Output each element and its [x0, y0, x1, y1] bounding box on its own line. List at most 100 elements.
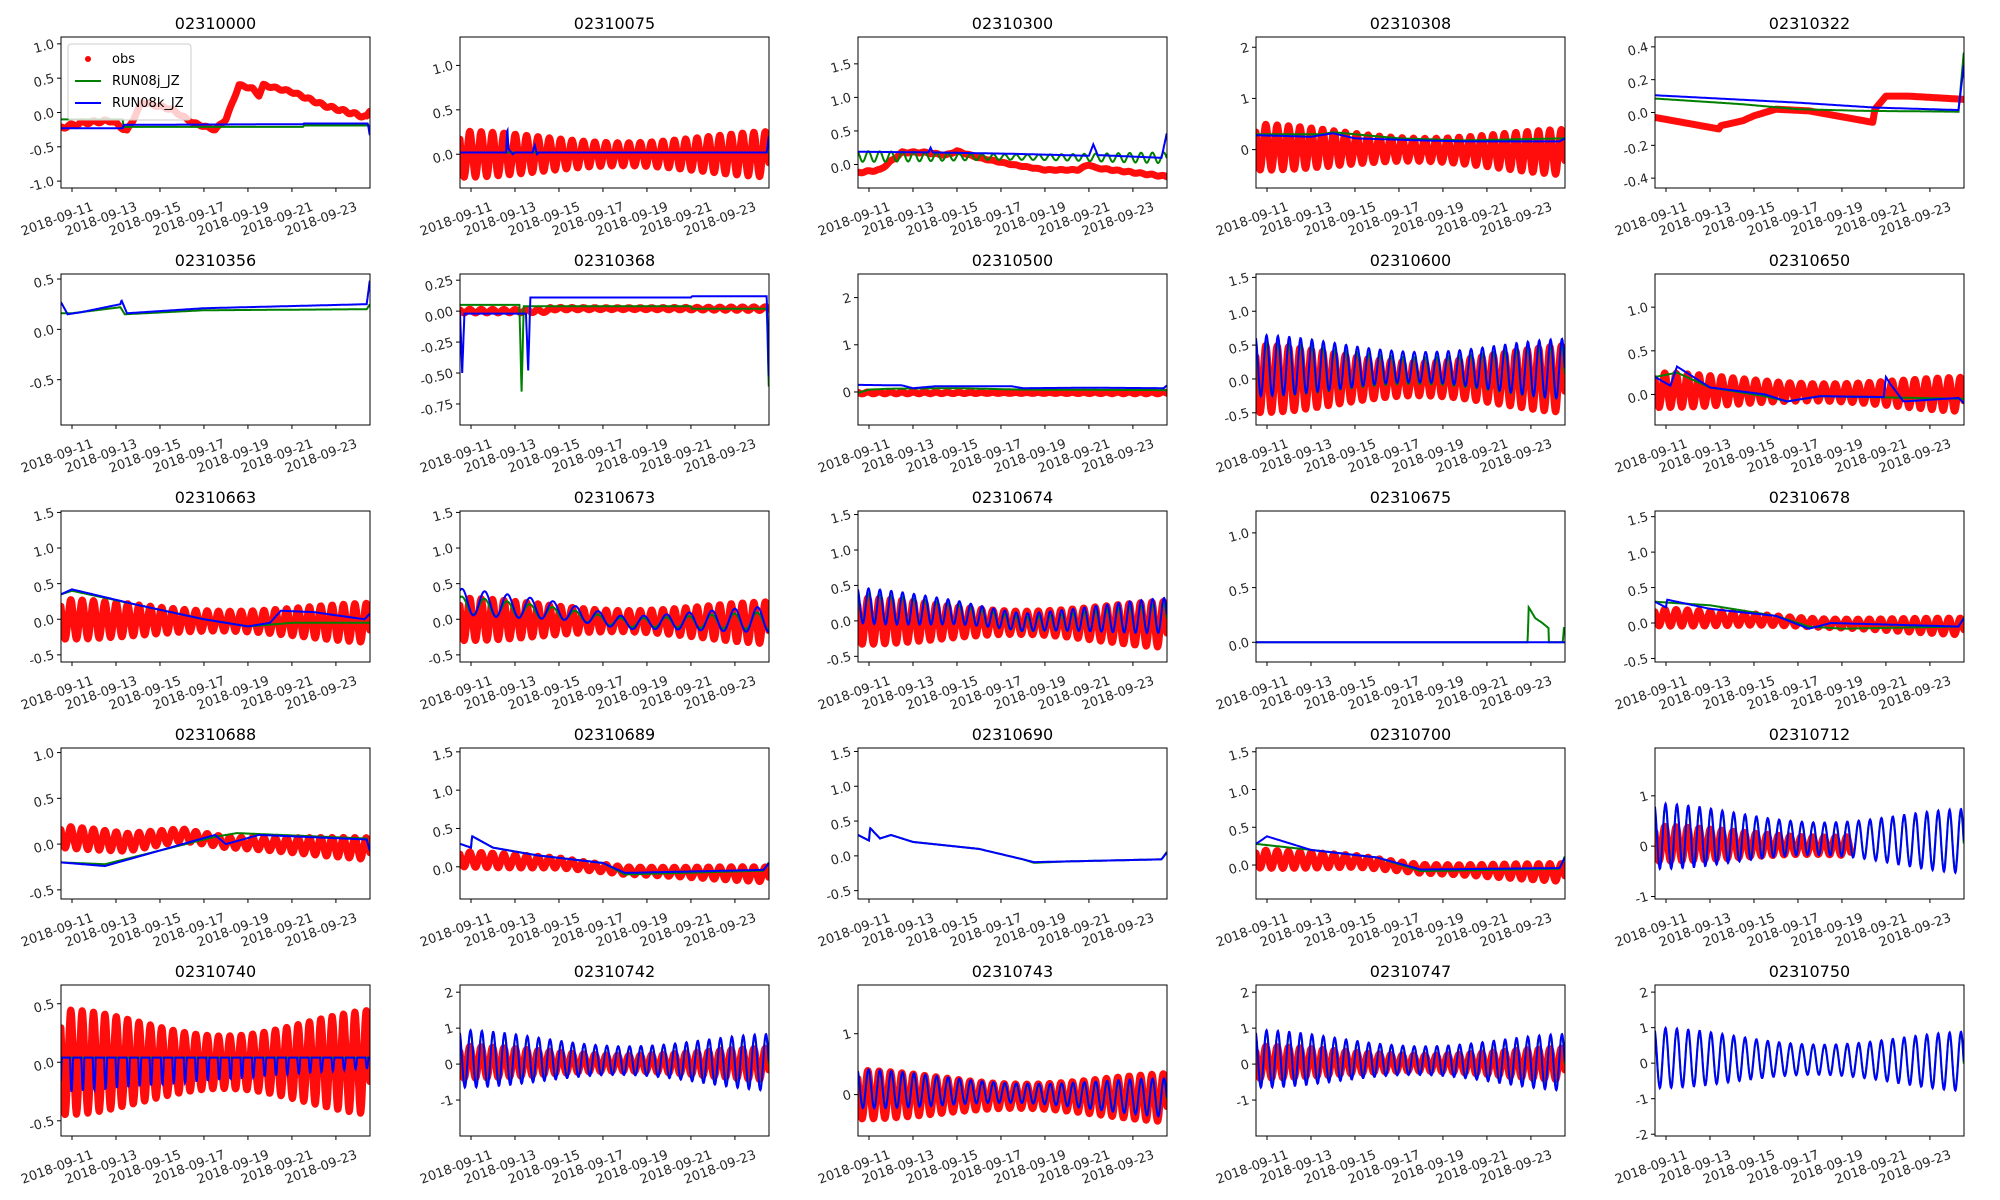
axes-frame — [60, 273, 371, 426]
plot-area — [460, 834, 769, 886]
series-run08k-jz — [858, 586, 1167, 635]
axes-frame — [857, 747, 1168, 900]
y-tick-label: 0.5 — [32, 71, 56, 91]
y-tick-label: 0.0 — [829, 614, 853, 634]
panel-02310673: 023106731.51.00.50.0-0.52018-09-112018-0… — [418, 488, 770, 714]
axes-frame — [459, 273, 770, 426]
panel-02310747: 02310747210-12018-09-112018-09-132018-09… — [1214, 962, 1566, 1188]
y-tick-label: 0 — [1638, 1056, 1650, 1073]
legend-marker-obs — [85, 56, 91, 62]
panel-02310674: 023106741.51.00.50.0-0.52018-09-112018-0… — [816, 488, 1168, 714]
y-tick-label: 0 — [1239, 143, 1251, 160]
panel-title: 02310678 — [1769, 488, 1850, 507]
y-tick-label: 0.5 — [431, 103, 455, 123]
y-tick-label: 1.5 — [32, 506, 56, 526]
y-tick-label: 1 — [841, 338, 853, 355]
plot-area — [1256, 120, 1565, 178]
series-run08k-jz — [1256, 1028, 1565, 1092]
y-tick-label: 1.0 — [431, 541, 455, 561]
y-tick-label: -0.2 — [1622, 139, 1650, 160]
y-tick-label: 0.2 — [1626, 73, 1650, 93]
y-tick-label: 0.5 — [431, 822, 455, 842]
panel-02310675: 023106751.00.50.02018-09-112018-09-13201… — [1214, 488, 1566, 714]
y-tick-label: 1.0 — [829, 543, 853, 563]
y-tick-label: -1 — [439, 1093, 455, 1111]
y-tick-label: 1.0 — [431, 783, 455, 803]
y-tick-label: 2 — [1239, 985, 1251, 1002]
axes-frame — [1255, 273, 1566, 426]
y-tick-label: 1 — [1638, 1021, 1650, 1038]
plot-area — [858, 586, 1167, 651]
axes-frame — [1654, 510, 1965, 663]
y-tick-label: 1 — [1239, 1021, 1251, 1038]
y-tick-label: -0.5 — [825, 650, 853, 671]
panel-02310663: 023106631.51.00.50.0-0.52018-09-112018-0… — [19, 488, 371, 714]
panel-02310690: 023106901.51.00.50.0-0.52018-09-112018-0… — [816, 725, 1168, 951]
series-run08k-jz — [61, 280, 370, 316]
axes-frame — [857, 510, 1168, 663]
y-tick-label: 0.5 — [829, 124, 853, 144]
axes-frame — [857, 36, 1168, 189]
y-tick-label: -0.5 — [28, 1114, 56, 1135]
axes-frame — [1255, 510, 1566, 663]
panel-title: 02310356 — [175, 251, 256, 270]
y-tick-label: -1 — [1634, 1092, 1650, 1110]
panel-title: 02310000 — [175, 14, 256, 33]
panel-title: 02310663 — [175, 488, 256, 507]
y-tick-label: 0.0 — [1227, 858, 1251, 878]
y-tick-label: 0 — [1638, 839, 1650, 856]
y-tick-label: 2 — [1239, 40, 1251, 57]
y-tick-label: 0.0 — [32, 106, 56, 126]
y-tick-label: -1 — [1235, 1093, 1251, 1111]
plot-area — [858, 826, 1167, 864]
series-run08k-jz — [61, 588, 370, 628]
series-run08k-jz — [61, 1056, 370, 1094]
panel-title: 02310600 — [1370, 251, 1451, 270]
plot-area — [460, 126, 769, 181]
axes-frame — [60, 510, 371, 663]
y-tick-label: 1.5 — [829, 508, 853, 528]
axes-frame — [60, 984, 371, 1137]
series-run08k-jz — [460, 587, 769, 633]
series-run08k-jz — [460, 295, 769, 377]
series-run08k-jz — [1256, 132, 1565, 143]
series-obs — [1256, 120, 1565, 178]
panel-title: 02310688 — [175, 725, 256, 744]
y-tick-label: 0.0 — [1227, 372, 1251, 392]
plot-area — [1655, 52, 1964, 133]
plot-area — [858, 383, 1167, 398]
panel-title: 02310500 — [972, 251, 1053, 270]
panel-02310000: 023100001.00.50.0-0.5-1.02018-09-112018-… — [19, 14, 371, 240]
y-tick-label: -1 — [1634, 890, 1650, 908]
axes-frame — [857, 984, 1168, 1137]
y-tick-label: 0.0 — [32, 613, 56, 633]
panel-02310712: 0231071210-12018-09-112018-09-132018-09-… — [1613, 725, 1965, 951]
y-tick-label: -0.25 — [419, 335, 455, 358]
y-tick-label: -0.5 — [427, 648, 455, 669]
panel-02310308: 023103082102018-09-112018-09-132018-09-1… — [1214, 14, 1566, 240]
y-tick-label: 0.5 — [1227, 821, 1251, 841]
series-run08k-jz — [858, 133, 1167, 159]
panel-02310075: 023100751.00.50.02018-09-112018-09-13201… — [418, 14, 770, 240]
axes-frame — [1255, 984, 1566, 1137]
panel-title: 02310690 — [972, 725, 1053, 744]
panel-title: 02310075 — [574, 14, 655, 33]
panel-02310678: 023106781.51.00.50.0-0.52018-09-112018-0… — [1613, 488, 1965, 714]
panel-02310750: 02310750210-1-22018-09-112018-09-132018-… — [1613, 962, 1965, 1188]
panel-title: 02310673 — [574, 488, 655, 507]
series-run08k-jz — [1655, 598, 1964, 630]
panel-02310689: 023106891.51.00.50.02018-09-112018-09-13… — [418, 725, 770, 951]
plot-area — [1655, 801, 1964, 875]
panel-title: 02310368 — [574, 251, 655, 270]
plot-area — [1655, 364, 1964, 415]
series-run08j-jz — [858, 150, 1167, 165]
series-run08j-jz — [1256, 604, 1565, 644]
y-tick-label: -0.5 — [28, 883, 56, 904]
panel-title: 02310300 — [972, 14, 1053, 33]
y-tick-label: 0.5 — [1626, 344, 1650, 364]
plot-area — [1256, 332, 1565, 417]
series-run08k-jz — [460, 126, 769, 156]
plot-area — [61, 823, 370, 868]
series-obs — [460, 127, 769, 181]
